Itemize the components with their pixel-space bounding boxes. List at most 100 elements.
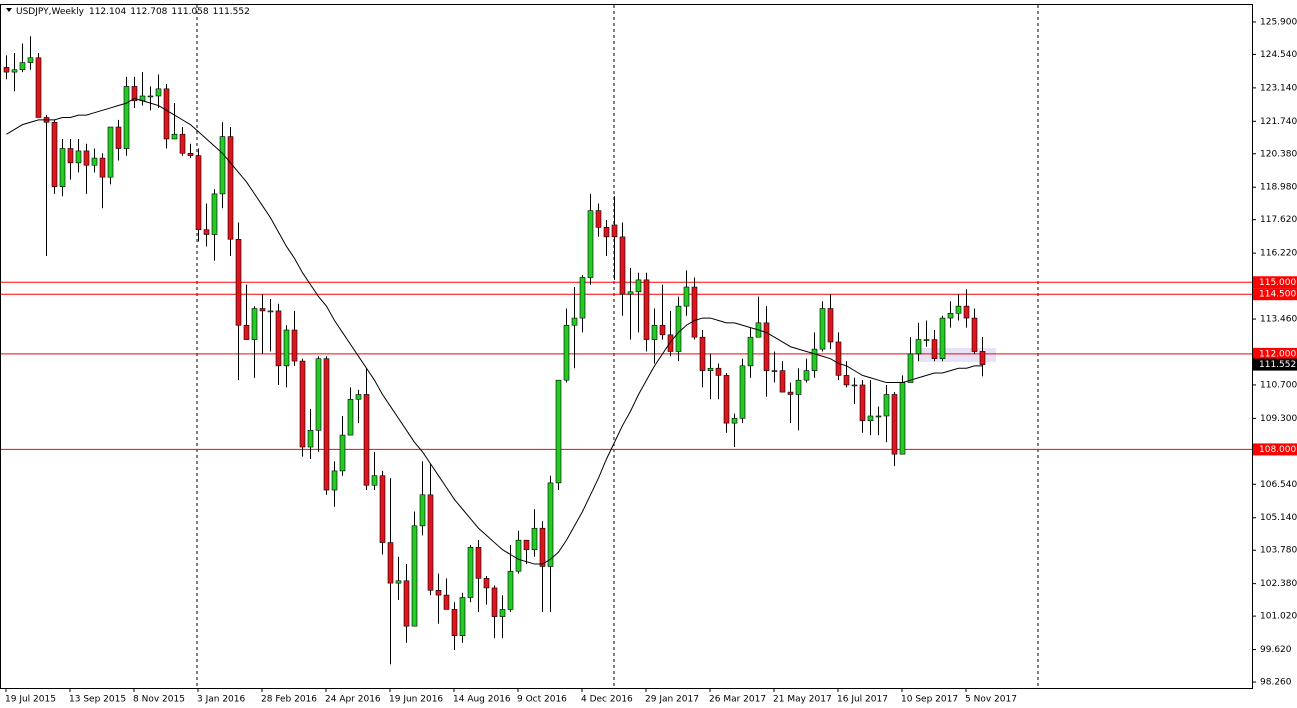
- candle-body: [771, 370, 778, 372]
- candle-body: [267, 310, 274, 313]
- y-tick-label: 121.740: [1260, 117, 1297, 127]
- candle-body: [523, 539, 530, 551]
- x-tick-label: 9 Oct 2016: [517, 695, 567, 705]
- candle-body: [379, 475, 386, 543]
- candle-body: [651, 324, 658, 340]
- y-tick-label: 116.220: [1260, 249, 1297, 259]
- candle-body: [475, 547, 482, 579]
- candle-body: [419, 494, 426, 527]
- candle-body: [443, 594, 450, 610]
- y-tick-label: 110.700: [1260, 380, 1297, 390]
- candle-body: [411, 525, 418, 627]
- candle-body: [91, 157, 98, 166]
- candle-body: [875, 415, 882, 418]
- chart-title: USDJPY,Weekly: [16, 7, 85, 17]
- candle-body: [291, 329, 298, 362]
- y-tick-label: 109.300: [1260, 414, 1297, 424]
- y-tick-label: 113.460: [1260, 315, 1297, 325]
- y-tick-label: 98.260: [1260, 678, 1292, 688]
- candle-body: [699, 336, 706, 371]
- x-tick-label: 8 Nov 2015: [133, 695, 185, 705]
- y-tick-label: 106.540: [1260, 480, 1297, 490]
- candle-body: [451, 609, 458, 637]
- candle-body: [667, 334, 674, 352]
- candle-body: [315, 358, 322, 431]
- candle-body: [19, 62, 26, 71]
- candle-body: [683, 286, 690, 307]
- candle-body: [435, 590, 442, 596]
- candle-body: [187, 153, 194, 156]
- y-tick-label: 102.380: [1260, 579, 1297, 589]
- header-high: 112.708: [130, 7, 167, 17]
- y-tick-label: 124.540: [1260, 50, 1297, 60]
- plot-frame: [0, 4, 1253, 689]
- candle-body: [603, 227, 610, 238]
- y-tick-label: 103.780: [1260, 546, 1297, 556]
- candle-body: [147, 95, 154, 98]
- candle-body: [707, 367, 714, 371]
- x-tick-label: 26 Mar 2017: [709, 695, 766, 705]
- level-label-box: [1253, 276, 1297, 289]
- candle-body: [467, 547, 474, 598]
- y-tick-label: 99.620: [1260, 645, 1292, 655]
- x-tick-label: 19 Jun 2016: [389, 695, 443, 705]
- y-tick-label: 105.140: [1260, 513, 1297, 523]
- level-label-box: [1253, 443, 1297, 456]
- candle-body: [427, 494, 434, 591]
- candle-body: [851, 384, 858, 387]
- candle-body: [819, 308, 826, 350]
- candle-body: [163, 88, 170, 140]
- candle-body: [3, 67, 10, 73]
- x-tick-label: 19 Jul 2015: [5, 695, 56, 705]
- candle-body: [227, 136, 234, 240]
- candle-body: [835, 341, 842, 376]
- x-tick-label: 14 Aug 2016: [453, 695, 511, 705]
- candle-body: [643, 279, 650, 340]
- candle-body: [35, 57, 42, 118]
- candle-body: [83, 150, 90, 166]
- candle-body: [627, 291, 634, 295]
- candle-body: [483, 578, 490, 589]
- candle-body: [355, 394, 362, 400]
- candle-body: [243, 324, 250, 340]
- candle-body: [211, 193, 218, 235]
- y-tick-label: 125.900: [1260, 17, 1297, 27]
- x-tick-label: 10 Sep 2017: [901, 695, 958, 705]
- candle-body: [371, 475, 378, 486]
- x-tick-label: 4 Dec 2016: [581, 695, 633, 705]
- price-label: 111.552: [1259, 360, 1296, 370]
- x-tick-label: 24 Apr 2016: [325, 695, 381, 705]
- candle-body: [595, 210, 602, 228]
- y-tick-label: 117.620: [1260, 215, 1297, 225]
- candle-body: [587, 210, 594, 278]
- candle-body: [107, 126, 114, 178]
- candle-body: [731, 418, 738, 424]
- candle-body: [27, 57, 34, 63]
- candle-body: [947, 313, 954, 319]
- price-label-box: [1253, 358, 1297, 371]
- candle-body: [779, 370, 786, 393]
- candle-body: [547, 482, 554, 567]
- candle-body: [795, 379, 802, 395]
- candle-body: [763, 322, 770, 371]
- candle-body: [251, 308, 258, 340]
- candle-body: [275, 310, 282, 367]
- candle-body: [883, 394, 890, 417]
- candle-body: [491, 587, 498, 617]
- candle-body: [331, 470, 338, 491]
- candle-body: [499, 609, 506, 617]
- candle-body: [203, 229, 210, 235]
- y-tick-label: 123.140: [1260, 83, 1297, 93]
- menu-triangle: [6, 8, 12, 12]
- candle-body: [171, 133, 178, 140]
- candle-body: [123, 86, 130, 149]
- level-label: 112.000: [1259, 349, 1296, 359]
- candle-body: [811, 348, 818, 371]
- candle-body: [723, 375, 730, 424]
- candle-body: [323, 358, 330, 491]
- candle-body: [899, 382, 906, 455]
- candle-body: [979, 351, 986, 365]
- candle-body: [939, 317, 946, 359]
- x-tick-label: 3 Jan 2016: [197, 695, 245, 705]
